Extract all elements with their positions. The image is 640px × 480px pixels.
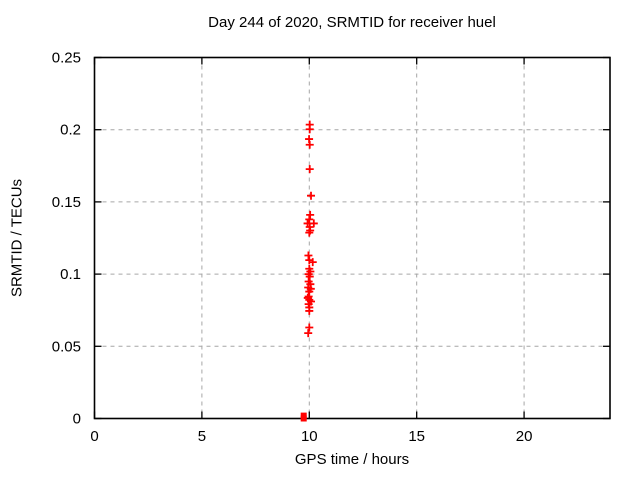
data-point-plus xyxy=(305,306,314,315)
plot-border xyxy=(93,56,611,420)
x-tick-label: 15 xyxy=(408,428,425,445)
data-point-plus xyxy=(304,329,313,338)
y-tick-label: 0.15 xyxy=(52,194,81,211)
y-tick-label: 0.05 xyxy=(52,338,81,355)
x-tick-label: 10 xyxy=(301,428,318,445)
y-tick-label: 0 xyxy=(73,411,81,428)
x-tick-label: 5 xyxy=(198,428,206,445)
data-point-plus xyxy=(305,272,314,281)
x-tick-label: 0 xyxy=(90,428,98,445)
x-axis-label: GPS time / hours xyxy=(294,451,410,468)
data-point-plus xyxy=(308,258,317,267)
y-tick-label: 0.1 xyxy=(60,266,81,283)
chart-title: Day 244 of 2020, SRMTID for receiver hue… xyxy=(208,14,496,31)
data-point-plus xyxy=(309,219,318,228)
data-point-plus xyxy=(307,191,316,200)
data-point-plus xyxy=(305,125,314,134)
data-point-plus xyxy=(305,323,314,332)
y-tick-label: 0.25 xyxy=(52,50,81,67)
data-point-plus xyxy=(305,215,314,224)
x-tick-label: 20 xyxy=(516,428,533,445)
data-point-plus xyxy=(305,165,314,174)
data-point-square xyxy=(300,412,307,419)
data-point-plus xyxy=(305,228,314,237)
y-tick-label: 0.2 xyxy=(60,122,81,139)
data-point-plus xyxy=(305,140,314,149)
